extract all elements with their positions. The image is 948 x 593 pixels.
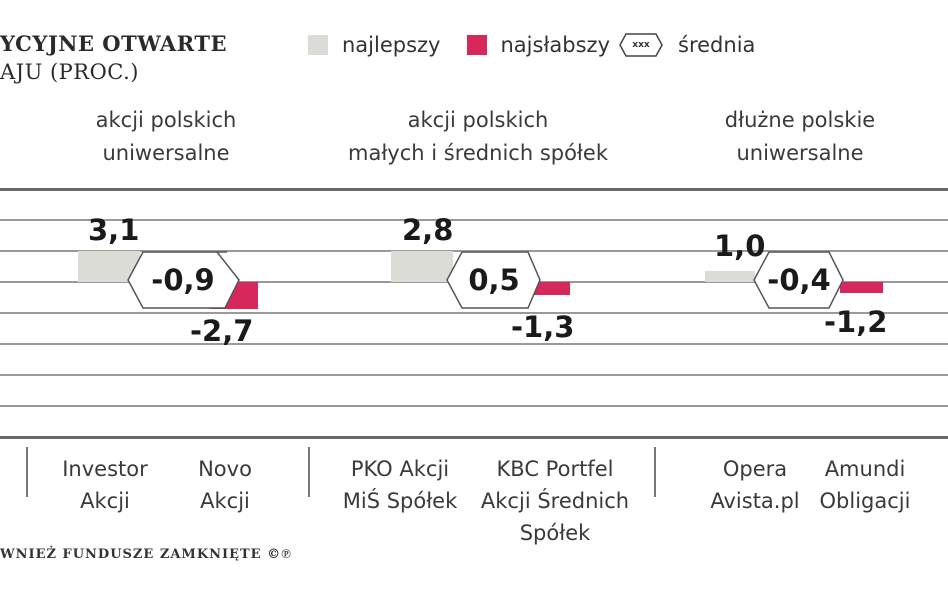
group-title-3: dłużne polskie uniwersalne <box>724 108 876 165</box>
best-bar-3 <box>705 271 755 282</box>
legend-best-label: najlepszy <box>342 33 441 57</box>
average-value-1: -0,9 <box>151 263 215 297</box>
gridline <box>0 405 948 407</box>
best-bar-2 <box>391 251 453 282</box>
legend-item-best: najlepszy <box>308 33 441 57</box>
gridline <box>0 219 948 221</box>
worst-value-2: -1,3 <box>511 310 575 344</box>
worst-bar-3 <box>840 282 883 293</box>
worst-fund-1: Novo Akcji <box>198 457 252 513</box>
gridline <box>0 343 948 345</box>
gridline <box>0 312 948 314</box>
gridline <box>0 188 948 191</box>
group-separator <box>26 447 28 497</box>
average-hex-1: -0,9 <box>127 251 257 309</box>
average-value-3: -0,4 <box>767 263 831 297</box>
legend-item-worst: najsłabszy <box>466 33 611 57</box>
gridline <box>0 436 948 439</box>
best-swatch-icon <box>308 35 328 55</box>
worst-value-3: -1,2 <box>824 305 888 339</box>
average-hex-icon: xxx <box>618 32 664 58</box>
legend-item-average: xxx średnia <box>618 32 755 58</box>
title-line-1: YCYJNE OTWARTE <box>0 31 227 56</box>
title-line-2: AJU (PROC.) <box>0 60 139 84</box>
legend: najlepszy najsłabszy xxx średnia <box>308 32 781 58</box>
gridline <box>0 250 948 252</box>
worst-value-1: -2,7 <box>190 314 254 348</box>
group-title-1: akcji polskich uniwersalne <box>95 108 237 165</box>
best-value-2: 2,8 <box>402 213 454 247</box>
worst-fund-2: KBC Portfel Akcji Średnich Spółek <box>480 457 630 545</box>
footnote: WNIEŻ FUNDUSZE ZAMKNIĘTE ©℗ <box>0 547 292 562</box>
worst-swatch-icon <box>466 35 487 55</box>
best-value-3: 1,0 <box>714 229 766 263</box>
best-fund-3: Opera Avista.pl <box>710 457 800 513</box>
average-hex-2: 0,5 <box>446 251 576 309</box>
best-fund-2: PKO Akcji MiŚ Spółek <box>342 457 458 513</box>
best-fund-1: Investor Akcji <box>62 457 148 513</box>
group-title-2: akcji polskich małych i średnich spółek <box>348 108 608 165</box>
worst-fund-3: Amundi Obligacji <box>819 457 911 513</box>
average-hex-3: -0,4 <box>753 251 883 309</box>
legend-worst-label: najsłabszy <box>500 33 611 57</box>
group-separator <box>308 447 310 497</box>
best-value-1: 3,1 <box>88 213 140 247</box>
worst-bar-2 <box>532 282 570 295</box>
legend-average-label: średnia <box>678 33 756 57</box>
group-separator <box>654 447 656 497</box>
average-value-2: 0,5 <box>468 263 520 297</box>
gridline <box>0 374 948 376</box>
chart-title: YCYJNE OTWARTE AJU (PROC.) <box>0 30 227 86</box>
